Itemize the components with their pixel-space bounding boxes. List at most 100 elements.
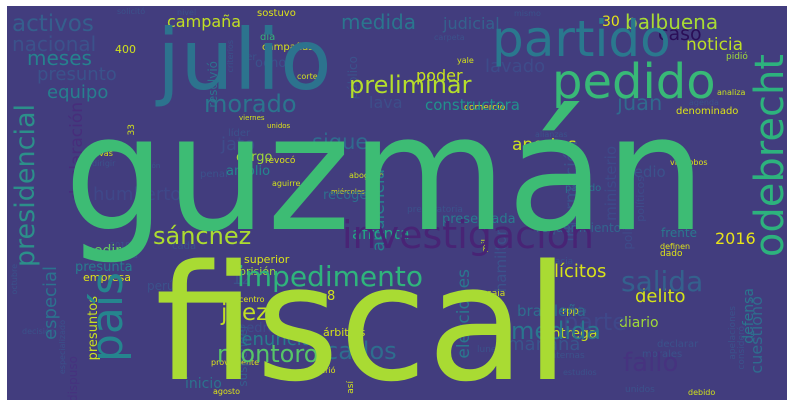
word-internas: internas	[548, 351, 585, 361]
word-inicio: inicio	[185, 376, 222, 392]
word-julio: julio	[157, 11, 332, 109]
word-sesión: sesión	[138, 162, 161, 170]
word-pasado: pasado	[565, 183, 602, 194]
word-noticia: noticia	[686, 35, 744, 55]
word-presunta: presunta	[75, 260, 133, 275]
word-país: país	[82, 272, 133, 363]
word-conocerse: solicitó	[117, 7, 146, 16]
word-amplio: amplio	[226, 164, 271, 179]
word-2019: 8	[327, 289, 336, 304]
word-medida: medida	[341, 10, 416, 34]
word-lava: lava	[369, 93, 403, 112]
word-entrega: superior	[244, 253, 290, 266]
word-parte: medida	[511, 317, 601, 345]
word-400: 400	[115, 43, 136, 56]
word-denominado: denominado	[676, 106, 739, 117]
word-presunto: presunto	[37, 64, 117, 85]
word-pedro: pedro	[238, 321, 276, 336]
word-lunes: alianzas	[535, 130, 568, 139]
word-presentada: presentada	[442, 212, 516, 227]
word-unidos: unidos	[267, 122, 291, 130]
word-solicitó: cada	[172, 241, 197, 252]
word-fiscal: fiscal	[155, 230, 570, 401]
word-odebrecht: odebrecht	[747, 54, 787, 258]
word-activos: activos	[12, 11, 94, 37]
word-dispuso: dispuso	[66, 356, 80, 400]
word-árbitros: árbitros	[323, 326, 366, 339]
word-ilícitos: ilícitos	[549, 261, 607, 282]
word-campañas: campañas	[262, 42, 314, 53]
word-enero: hacia	[549, 257, 574, 267]
word-30: 30	[602, 14, 620, 30]
word-nacional: nacional	[12, 32, 97, 56]
word-sánchez: montoro	[217, 340, 319, 368]
word-preliminar: sánchez	[153, 222, 252, 250]
word-prisión: entrega	[543, 326, 598, 342]
word-pedir: pedir	[85, 243, 122, 259]
word-octubre: octubre	[10, 264, 19, 295]
word-empresa: empresa	[83, 271, 131, 284]
word-rpp: rpp	[562, 306, 579, 317]
word-evalúa: evalúa	[560, 306, 587, 315]
word-día: día	[260, 32, 276, 43]
word-diario: diario	[619, 315, 659, 331]
word-fiscalía: 12	[232, 270, 252, 288]
word-penal: penal	[200, 169, 228, 180]
word-judicial: judicial	[443, 14, 500, 33]
word-presidencial: presidencial	[10, 104, 41, 268]
word-aguirre: aguirre	[272, 179, 301, 188]
word-requerimiento: requerimiento	[536, 221, 621, 235]
word-sigue: sigue	[312, 130, 369, 154]
word-corte: corte	[297, 72, 318, 81]
word-equipo: equipo	[47, 82, 109, 103]
word-villalobos: villalobos	[670, 158, 708, 167]
word-humberto: humberto	[93, 184, 182, 205]
word-ser: ser	[241, 52, 257, 63]
word-poder: poder	[416, 66, 463, 85]
word-dirigir: dirigir	[92, 159, 116, 168]
word-guzmán: guzmán	[64, 80, 707, 267]
word-delito: delito	[635, 286, 686, 307]
word-después: agenda	[689, 98, 719, 107]
word-perú: perú	[147, 279, 175, 293]
word-estudios: estudios	[563, 368, 597, 377]
word-agosto: agosto	[213, 387, 241, 396]
word-pedido: pedido	[552, 54, 716, 110]
word-yale: yale	[457, 56, 474, 65]
word-medio: medio	[619, 163, 666, 181]
word-cuestionó: cuestionó	[747, 296, 766, 374]
word-sostuvo: sostuvo	[257, 8, 296, 19]
word-afronta: afronta	[352, 224, 410, 243]
word-aportes: aportes	[512, 135, 577, 155]
word-carpeta: fiscalía	[110, 251, 138, 260]
word-morado: preliminar	[349, 71, 472, 99]
word-salida: salida	[621, 265, 704, 298]
word-constructora: constructora	[425, 96, 520, 114]
word-decidió: mismo	[514, 9, 541, 18]
word-dado: dado	[660, 249, 683, 259]
word-carlos: juez	[221, 300, 269, 326]
word-pidió: pidió	[726, 52, 748, 62]
word-analiza: analiza	[717, 88, 746, 97]
word-cargo: cargo	[236, 150, 273, 165]
word-brasileña: brasileña	[517, 302, 586, 320]
word-viernes: viernes	[239, 114, 265, 122]
word-lavado: lavado	[485, 56, 546, 77]
word-decisión: decisión	[22, 327, 55, 336]
word-miércoles: miércoles	[331, 188, 365, 196]
word-mismo: unidos	[625, 385, 655, 395]
word-mañana: mañana	[507, 334, 581, 355]
word-juan: juan	[617, 91, 663, 115]
word-definen: definen	[660, 242, 691, 251]
word-meses: meses	[27, 46, 92, 70]
word-investigación: investigación	[342, 213, 594, 257]
word-refirió: refirió	[312, 366, 336, 375]
word-revocó: revocó	[265, 156, 296, 166]
word-abrir: carpeta	[434, 33, 465, 42]
word-frente: frente	[661, 226, 697, 240]
word-recoger: recoger	[323, 188, 373, 203]
word-juez: fallo	[623, 348, 679, 378]
word-partido: partido	[492, 10, 671, 68]
word-centro: centro	[239, 295, 265, 304]
word-nivel: preparatoria	[407, 205, 463, 215]
